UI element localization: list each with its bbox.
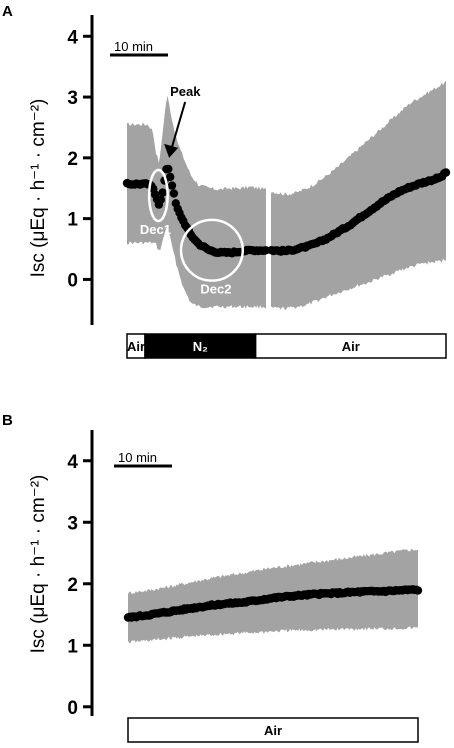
panel-a-y-axis: 0 1 2 3 4	[67, 15, 94, 325]
panel-a-y-tick-label: 4	[67, 27, 78, 48]
panel-b-y-tick-label: 4	[67, 452, 78, 473]
panel-b-trace-point	[413, 586, 423, 595]
peak-label: Peak	[170, 84, 201, 99]
panel-a-trace-point	[156, 195, 165, 204]
panel-b-y-tick-label: 1	[67, 636, 78, 657]
peak-arrow-shaft	[170, 101, 187, 151]
panel-a-y-tick-label: 0	[67, 270, 78, 291]
panel-a-mean-trace	[122, 164, 451, 258]
panel-b: B 0 1 2 3 4 Isc (μEq · h⁻¹ · cm⁻²) 10 min Ai…	[2, 412, 423, 743]
panel-b-condition-bar: Air	[127, 717, 419, 743]
panel-a-trace-point	[167, 181, 177, 190]
panel-a-y-tick-label: 3	[67, 88, 78, 109]
panel-a-trace-point	[164, 164, 173, 174]
panel-a-sd-band	[127, 15, 446, 327]
panel-a-y-axis-title: Isc (μEq · h⁻¹ · cm⁻²)	[28, 99, 49, 278]
dec1-ellipse	[147, 168, 169, 223]
panel-b-mean-trace	[123, 585, 423, 622]
panel-b-condition-label: Air	[264, 723, 282, 738]
panel-a: A Peak Dec1 Dec2 0 1 2 3 4 Isc (μEq · h⁻¹ · cm…	[2, 3, 451, 359]
panel-a-scale-label: 10 min	[114, 39, 153, 54]
panel-a-condition-label: N₂	[193, 339, 208, 354]
panel-b-y-axis-title: Isc (μEq · h⁻¹ · cm⁻²)	[28, 475, 49, 654]
panel-b-condition-segment	[127, 717, 419, 743]
panel-b-scale-label: 10 min	[118, 450, 157, 465]
panel-a-y-tick-label: 1	[67, 210, 78, 231]
panel-a-trace-point	[158, 188, 167, 197]
dec2-ellipse	[179, 218, 245, 282]
panel-a-recording-gap	[265, 15, 271, 327]
panel-b-y-axis: 0 1 2 3 4	[67, 430, 94, 719]
panel-b-letter: B	[2, 412, 13, 429]
panel-a-trace-point	[169, 189, 179, 198]
panel-a-annotations: Peak Dec1 Dec2	[140, 84, 245, 297]
panel-b-y-tick-label: 0	[67, 698, 78, 719]
panel-b-scale-bar: 10 min	[114, 450, 172, 468]
panel-a-scale-bar: 10 min	[110, 39, 168, 57]
panel-a-condition-bar: Air N₂ Air	[126, 333, 447, 359]
panel-a-condition-label: Air	[127, 339, 145, 354]
panel-a-condition-segment	[144, 333, 257, 359]
dec1-label: Dec1	[140, 222, 171, 237]
panel-a-y-tick-label: 2	[67, 149, 78, 170]
panel-a-letter: A	[2, 3, 13, 20]
dec2-label: Dec2	[200, 282, 231, 297]
panel-a-trace-point	[166, 172, 175, 182]
peak-arrow-head	[164, 143, 179, 158]
panel-a-condition-segment	[254, 333, 447, 359]
panel-b-y-tick-label: 2	[67, 575, 78, 596]
panel-b-y-tick-label: 3	[67, 513, 78, 534]
panel-a-trace-point	[441, 168, 451, 177]
panel-a-condition-label: Air	[342, 339, 360, 354]
